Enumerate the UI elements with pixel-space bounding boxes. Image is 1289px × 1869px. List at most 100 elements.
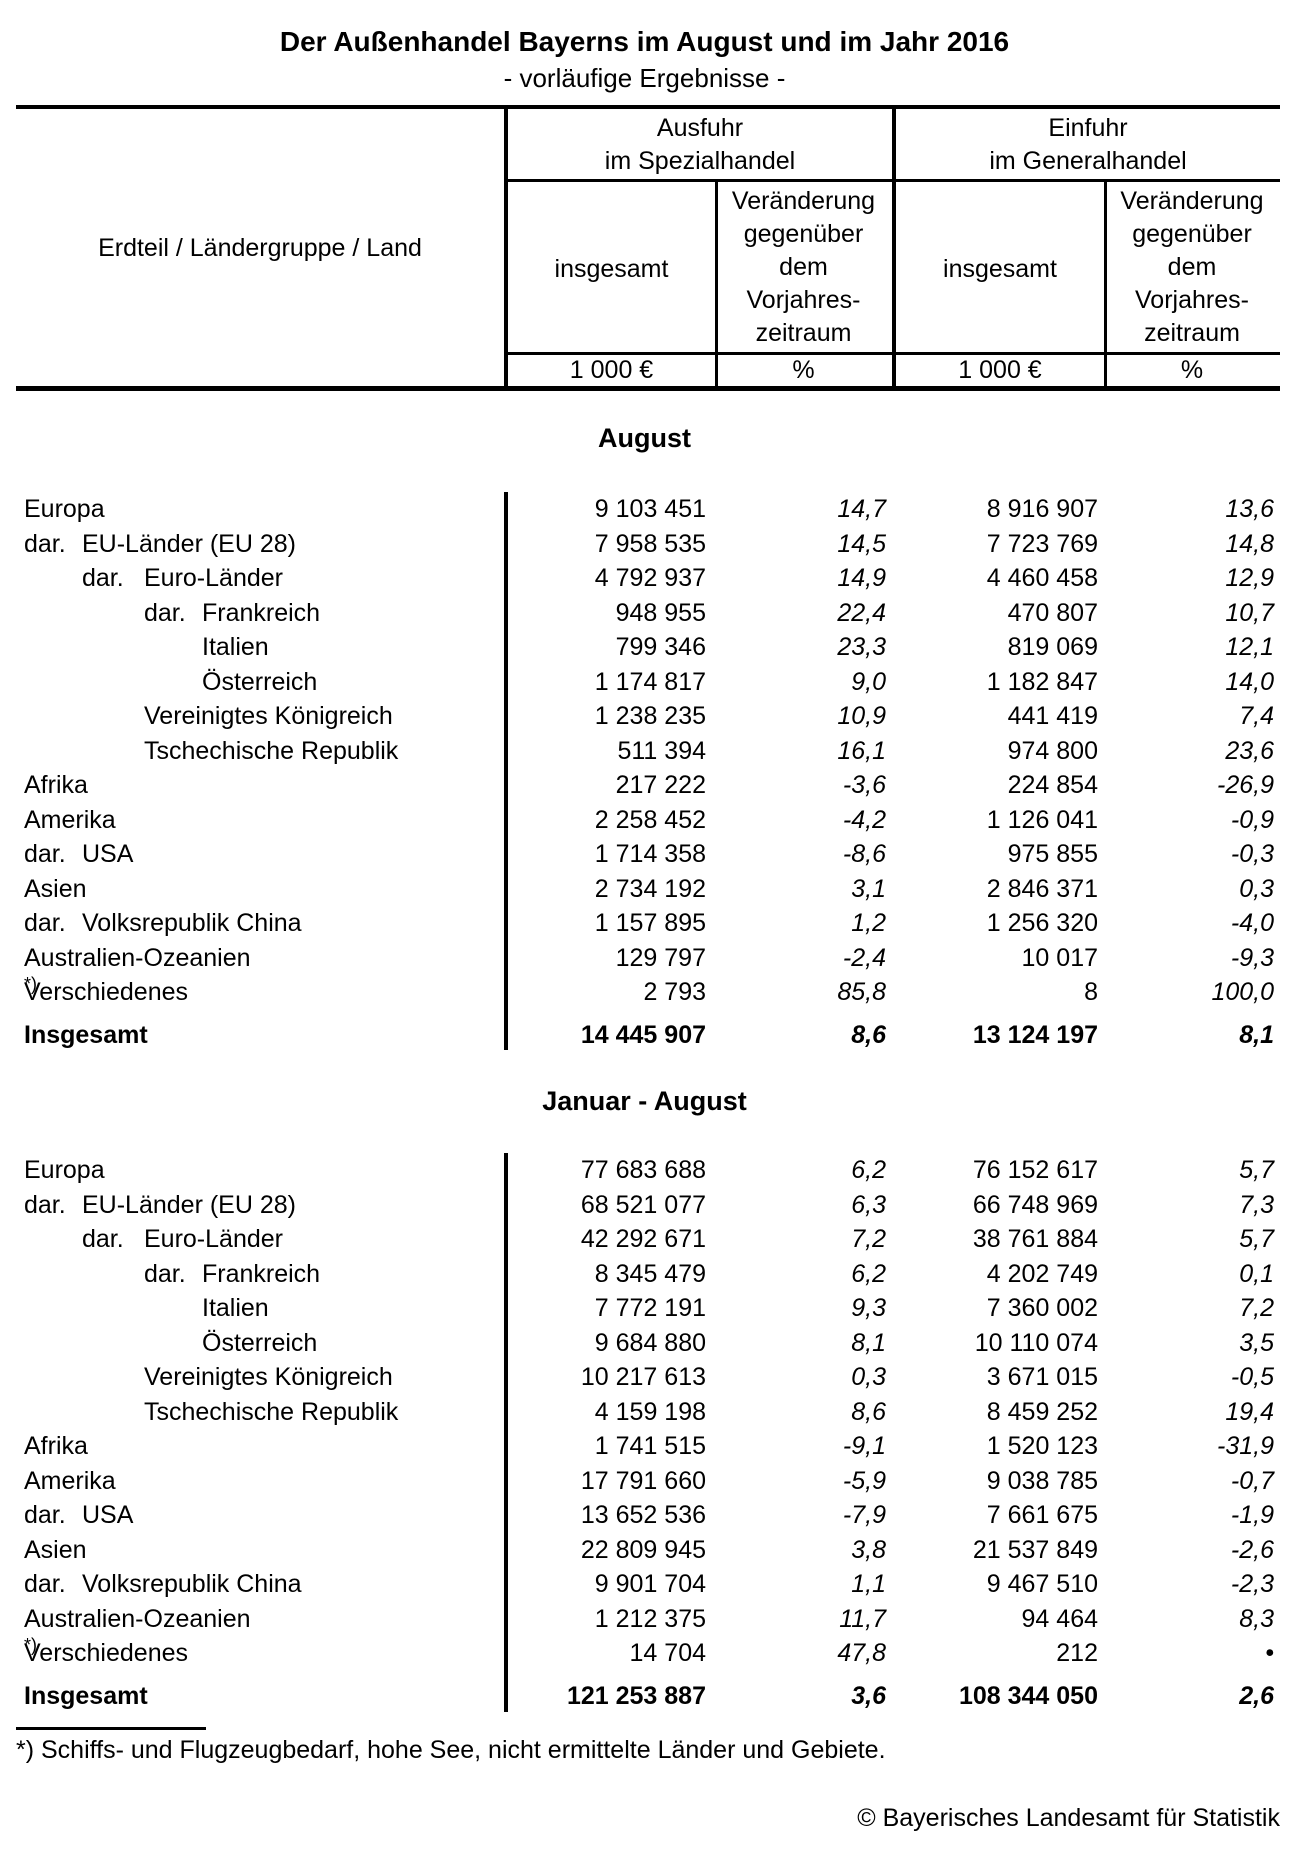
export-total-value: 1 212 375 xyxy=(594,1604,706,1633)
import-change-value: 7,3 xyxy=(1239,1190,1274,1219)
export-change-value: 8,6 xyxy=(851,1020,886,1049)
export-change-value: 6,2 xyxy=(851,1259,886,1288)
export-change-value: 16,1 xyxy=(837,736,886,765)
column-header-export-total: insgesamt xyxy=(554,255,669,283)
table-row: Insgesamt 14 445 907 8,6 13 124 197 8,1 xyxy=(0,1018,1289,1053)
divider-vertical-groups xyxy=(892,105,896,391)
import-total-value: 1 256 320 xyxy=(986,909,1098,937)
import-change-value: -0,7 xyxy=(1230,1466,1274,1495)
row-label: Euro-Länder xyxy=(144,564,283,592)
export-total-value: 129 797 xyxy=(615,943,706,972)
row-label: Euro-Länder xyxy=(144,1225,283,1253)
row-label: Vereinigtes Königreich xyxy=(144,702,393,730)
unit-export-total: 1 000 € xyxy=(569,356,654,384)
import-total-value: 1 126 041 xyxy=(986,805,1098,834)
export-total-value: 799 346 xyxy=(615,633,706,661)
export-total-value: 2 734 192 xyxy=(594,874,706,903)
export-change-value: 10,9 xyxy=(837,702,886,730)
row-label: Frankreich xyxy=(202,1259,321,1288)
export-total-value: 7 772 191 xyxy=(594,1294,706,1322)
import-total-value: 1 182 847 xyxy=(986,667,1098,696)
export-change-value: -2,4 xyxy=(842,943,886,972)
export-change-value: 8,6 xyxy=(851,1397,886,1426)
table-row: Amerika 17 791 660 -5,9 9 038 785 -0,7 xyxy=(0,1464,1289,1499)
column-header-export-change: Veränderung gegenüber dem Vorjahres- zei… xyxy=(731,187,876,347)
table-row: dar. Euro-Länder 42 292 671 7,2 38 761 884 5,… xyxy=(0,1222,1289,1257)
import-change-value: -9,3 xyxy=(1230,943,1274,972)
row-label: Amerika xyxy=(24,805,116,834)
import-total-value: 212 xyxy=(1056,1639,1098,1667)
export-total-value: 10 217 613 xyxy=(580,1363,706,1391)
import-total-value: 10 017 xyxy=(1021,943,1098,972)
export-change-value: -8,6 xyxy=(842,840,886,868)
import-change-value: -26,9 xyxy=(1217,771,1274,799)
export-change-value: -5,9 xyxy=(842,1466,886,1495)
import-total-value: 2 846 371 xyxy=(986,874,1098,903)
unit-export-change: % xyxy=(792,356,815,384)
import-total-value: 8 xyxy=(1084,978,1098,1006)
export-total-value: 1 714 358 xyxy=(594,840,706,868)
table-row: Asien 22 809 945 3,8 21 537 849 -2,6 xyxy=(0,1533,1289,1568)
export-total-value: 2 258 452 xyxy=(594,805,706,834)
table-row: Tschechische Republik 4 159 198 8,6 8 459 2… xyxy=(0,1395,1289,1430)
table-row: dar. Volksrepublik China 9 901 704 1,1 9 467… xyxy=(0,1567,1289,1602)
export-change-value: 9,0 xyxy=(851,667,886,696)
section-heading-januar-august: Januar - August xyxy=(542,1086,747,1116)
import-change-value: 0,1 xyxy=(1239,1259,1274,1288)
row-label: Asien xyxy=(24,1535,87,1564)
table-body-januar-august: Europa 77 683 688 6,2 76 152 617 5,7 dar. EU-L… xyxy=(0,1153,1289,1713)
row-prefix: dar. xyxy=(24,909,66,937)
column-group-export: Ausfuhr im Spezialhandel xyxy=(604,114,796,175)
divider-body-vertical-januar-august xyxy=(504,1153,508,1712)
import-total-value: 224 854 xyxy=(1007,771,1098,799)
row-prefix: dar. xyxy=(24,840,66,868)
table-row: dar. USA 1 714 358 -8,6 975 855 -0,3 xyxy=(0,837,1289,872)
import-change-value: 10,7 xyxy=(1225,598,1274,627)
row-label: Verschiedenes *) xyxy=(24,974,188,1010)
import-total-value: 4 460 458 xyxy=(986,564,1098,592)
import-total-value: 441 419 xyxy=(1007,702,1098,730)
row-label: Australien-Ozeanien xyxy=(24,943,251,972)
export-total-value: 9 103 451 xyxy=(594,495,706,523)
row-label: Italien xyxy=(202,1294,269,1322)
column-group-import: Einfuhr im Generalhandel xyxy=(989,114,1187,175)
import-total-value: 8 916 907 xyxy=(986,495,1098,523)
row-prefix: dar. xyxy=(82,564,124,592)
table-row: dar. EU-Länder (EU 28) 7 958 535 14,5 7 723 … xyxy=(0,527,1289,562)
divider-header-bottom-rule xyxy=(16,386,1280,391)
import-total-value: 4 202 749 xyxy=(986,1259,1098,1288)
import-change-value: 3,5 xyxy=(1239,1328,1274,1357)
export-change-value: 3,6 xyxy=(851,1681,886,1710)
footnote: *) Schiffs- und Flugzeugbedarf, hohe See… xyxy=(16,1736,886,1764)
import-total-value: 10 110 074 xyxy=(974,1328,1098,1357)
row-prefix: dar. xyxy=(82,1225,124,1253)
table-row: Vereinigtes Königreich 1 238 235 10,9 441 4… xyxy=(0,699,1289,734)
row-label: Insgesamt xyxy=(24,1681,148,1710)
import-change-value: 0,3 xyxy=(1239,874,1274,903)
table-body-august: Europa 9 103 451 14,7 8 916 907 13,6 dar. EU-L… xyxy=(0,492,1289,1052)
import-change-value: -2,6 xyxy=(1230,1535,1274,1564)
export-total-value: 511 394 xyxy=(617,736,706,765)
export-total-value: 13 652 536 xyxy=(580,1501,706,1529)
table-row: dar. Frankreich 8 345 479 6,2 4 202 749 0,1 xyxy=(0,1257,1289,1292)
import-change-value: 12,9 xyxy=(1225,564,1274,592)
import-total-value: 13 124 197 xyxy=(972,1020,1098,1049)
row-label: Afrika xyxy=(24,771,88,799)
export-change-value: 9,3 xyxy=(851,1294,886,1322)
export-total-value: 4 792 937 xyxy=(594,564,706,592)
export-total-value: 7 958 535 xyxy=(594,529,706,558)
row-prefix: dar. xyxy=(144,598,186,627)
import-total-value: 7 661 675 xyxy=(986,1501,1098,1529)
copyright: © Bayerisches Landesamt für Statistik xyxy=(857,1804,1280,1832)
export-change-value: 14,5 xyxy=(837,529,886,558)
export-change-value: -7,9 xyxy=(842,1501,886,1529)
table-row: dar. Frankreich 948 955 22,4 470 807 10,7 xyxy=(0,596,1289,631)
export-change-value: 6,3 xyxy=(851,1190,886,1219)
table-row: Asien 2 734 192 3,1 2 846 371 0,3 xyxy=(0,872,1289,907)
divider-top-rule xyxy=(16,105,1280,109)
row-label: EU-Länder (EU 28) xyxy=(82,529,296,558)
column-header-import-change: Veränderung gegenüber dem Vorjahres- zei… xyxy=(1120,187,1264,347)
export-change-value: 7,2 xyxy=(851,1225,886,1253)
row-label: Tschechische Republik xyxy=(144,736,399,765)
export-change-value: 1,1 xyxy=(851,1570,886,1598)
